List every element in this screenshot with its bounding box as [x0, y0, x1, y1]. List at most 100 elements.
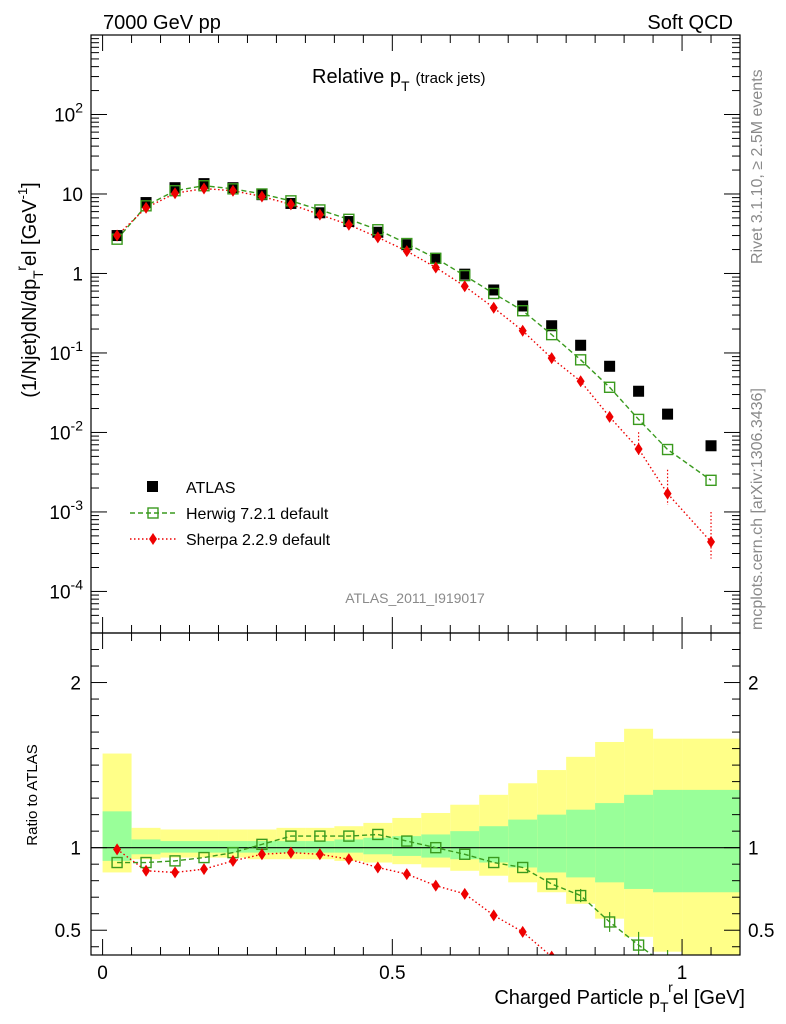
ratio-sherpa-point — [199, 863, 208, 876]
ratio-plot-area — [111, 828, 716, 981]
ratio-herwig-point — [169, 855, 181, 867]
ratio-band-inner — [247, 841, 277, 853]
sherpa-point — [576, 375, 585, 388]
svg-text:(1/Njet)dN/dpTrel [GeV-1]: (1/Njet)dN/dpTrel [GeV-1] — [13, 182, 46, 397]
ratio-sherpa-point — [315, 848, 324, 861]
sherpa-point — [228, 184, 237, 197]
ratio-herwig-point — [706, 962, 716, 972]
ratio-y-tick-label: 0.5 — [55, 921, 81, 942]
main-y-tick-label: 10 — [62, 185, 83, 206]
ratio-band-inner — [363, 837, 393, 855]
herwig-point — [517, 305, 529, 317]
ratio-band-inner — [479, 826, 509, 863]
main-y-tick-label: 10-3 — [49, 497, 83, 524]
sherpa-point — [257, 190, 266, 203]
mcplots-label: mcplots.cern.ch [arXiv:1306.3436] — [749, 388, 766, 630]
ratio-band-inner — [566, 809, 596, 878]
sherpa-point — [663, 487, 672, 500]
sherpa-point — [518, 324, 527, 337]
ratio-herwig-point — [459, 848, 471, 860]
x-axis-label: Charged Particle pTrel [GeV] — [494, 979, 745, 1015]
atlas-point — [633, 385, 645, 397]
sherpa-point — [547, 352, 556, 365]
ratio-sherpa-point — [518, 925, 527, 938]
atlas-point — [575, 339, 587, 351]
sherpa-point — [142, 201, 151, 214]
ratio-sherpa-point — [431, 879, 440, 892]
atlas-point — [705, 440, 717, 452]
atlas-point — [430, 252, 442, 264]
ratio-sherpa-point — [373, 861, 382, 874]
sherpa-point — [373, 231, 382, 244]
herwig-point — [574, 354, 587, 366]
ratio-y-axis-label: Ratio to ATLAS — [24, 744, 41, 845]
sherpa-point — [344, 218, 353, 231]
legend-herwig-label: Herwig 7.2.1 default — [186, 506, 329, 523]
main-y-tick-label: 1 — [72, 264, 83, 285]
x-tick-label: 0.5 — [379, 963, 405, 984]
ratio-sherpa-point — [286, 846, 295, 859]
legend-sherpa-marker — [149, 533, 157, 545]
ratio-band-inner — [189, 841, 219, 853]
sherpa-point — [634, 442, 643, 455]
sherpa-point — [199, 182, 208, 195]
ratio-herwig-point — [574, 889, 587, 902]
sherpa-point — [460, 280, 469, 293]
atlas-point — [488, 284, 500, 296]
legend-sherpa-label: Sherpa 2.2.9 default — [186, 532, 331, 549]
ratio-herwig-point — [401, 835, 413, 847]
herwig-point — [603, 381, 616, 393]
svg-text:Charged Particle pTrel [GeV]: Charged Particle pTrel [GeV] — [494, 979, 745, 1015]
ratio-herwig-point — [285, 830, 297, 842]
sherpa-point — [489, 301, 498, 314]
atlas-point — [662, 408, 674, 420]
ratio-herwig-point — [632, 939, 645, 951]
ratio-y-tick-label-right: 1 — [748, 839, 759, 860]
herwig-point — [705, 474, 717, 487]
ratio-frame — [90, 632, 741, 956]
ratio-herwig-point — [314, 830, 326, 842]
atlas-point — [401, 239, 413, 251]
ratio-band-inner — [624, 794, 654, 889]
header-left: 7000 GeV pp — [103, 12, 221, 34]
main-plot-area — [111, 178, 717, 559]
ratio-herwig-point — [198, 851, 210, 864]
ratio-sherpa-point — [402, 868, 411, 881]
main-y-tick-label: 10-4 — [49, 576, 83, 603]
ratio-herwig-point — [430, 841, 442, 854]
rivet-label: Rivet 3.1.10, ≥ 2.5M events — [749, 69, 766, 264]
axes: 10-4 10-3 10-2 10-1 1 10 102 0.5 0.5 1 1 2 2 0 0.5 1 — [49, 34, 774, 984]
ratio-band-inner — [450, 831, 480, 860]
ratio-herwig-line — [117, 833, 654, 955]
ratio-sherpa-point — [344, 853, 353, 866]
legend-atlas-marker — [147, 481, 158, 492]
ratio-band-inner — [421, 834, 451, 858]
sherpa-point — [707, 535, 716, 548]
title-main: Relative p — [312, 66, 401, 88]
legend: ATLAS Herwig 7.2.1 default Sherpa 2.2.9 … — [130, 480, 331, 549]
ratio-sherpa-point — [548, 950, 555, 955]
sherpa-line — [116, 187, 712, 543]
svg-text:Relative pT(track jets): Relative pT (track jets) — [312, 66, 486, 94]
herwig-point — [661, 443, 674, 456]
sherpa-point — [605, 410, 614, 423]
ratio-band-inner — [218, 841, 248, 853]
ratio-sherpa-point — [606, 969, 614, 981]
ratio-sherpa-point — [577, 957, 585, 969]
atlas-point — [546, 320, 558, 332]
ratio-herwig-point — [372, 828, 384, 841]
sherpa-point — [402, 245, 411, 258]
ratio-herwig-point — [603, 916, 616, 928]
ratio-herwig-point — [488, 856, 500, 869]
ratio-y-tick-label-right: 0.5 — [748, 921, 774, 942]
ratio-y-tick-label: 1 — [70, 839, 81, 860]
title-sub: T — [401, 78, 410, 94]
sherpa-point — [171, 187, 180, 200]
main-y-tick-label: 102 — [54, 99, 83, 126]
main-y-axis-label: (1/Njet)dN/dpTrel [GeV-1] — [13, 182, 46, 397]
ratio-uncertainty-bands — [91, 728, 740, 955]
atlas-point — [459, 268, 471, 280]
x-tick-label: 0 — [97, 963, 108, 984]
ratio-sherpa-point — [228, 854, 237, 867]
ratio-band-inner — [537, 814, 567, 873]
